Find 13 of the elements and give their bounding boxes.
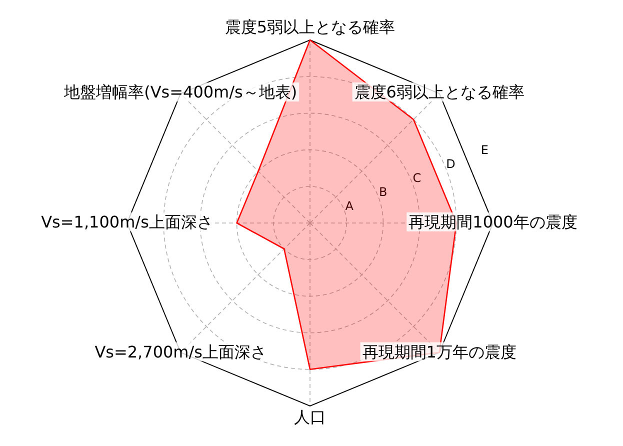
spoke-label: 再現期間1万年の震度 [362,342,516,362]
y-tick-label: E [480,142,488,157]
y-tick-label: A [345,198,354,213]
y-tick-label: C [412,170,422,185]
spoke-label: 震度5弱以上となる確率 [224,17,396,36]
y-tick-label: B [379,184,388,199]
spoke-label: 再現期間1000年の震度 [408,212,578,232]
spoke-label: 人口 [294,407,326,426]
spoke-label: Vs=2,700m/s上面深さ [94,342,267,362]
spoke-label: 地盤増幅率(Vs=400m/s～地表) [63,82,298,102]
y-tick-label: D [446,156,456,171]
spoke-label: Vs=1,100m/s上面深さ [41,212,213,232]
spoke-label: 震度6弱以上となる確率 [354,82,524,102]
